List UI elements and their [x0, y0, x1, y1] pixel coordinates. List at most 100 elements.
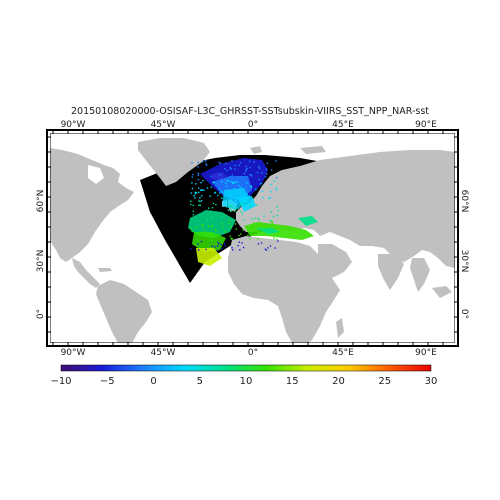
sst-speckle: [244, 194, 247, 196]
sst-speckle: [229, 167, 232, 170]
sst-speckle: [226, 205, 228, 208]
sst-speckle: [205, 163, 207, 165]
sst-speckle: [231, 174, 233, 176]
sst-speckle: [221, 191, 224, 193]
colorbar-tick-label: 30: [425, 376, 438, 387]
sst-speckle: [216, 245, 219, 247]
sst-speckle: [271, 221, 273, 223]
sst-speckle: [195, 192, 198, 194]
sst-speckle: [214, 191, 217, 194]
sst-speckle: [269, 245, 272, 247]
sst-speckle: [199, 197, 201, 199]
sst-speckle: [262, 197, 264, 199]
sst-speckle: [275, 160, 277, 162]
sst-speckle: [193, 195, 195, 197]
lon-label-top-5: 90°E: [415, 120, 437, 130]
sst-speckle: [190, 200, 192, 202]
lon-label-bottom-2: 45°W: [151, 348, 176, 358]
sst-speckle: [197, 187, 200, 189]
sst-speckle: [200, 182, 202, 184]
sst-speckle: [231, 182, 234, 184]
india: [378, 254, 404, 290]
sst-speckle: [249, 166, 251, 169]
lat-label-left-2: 30°N: [36, 250, 46, 273]
sst-speckle: [270, 211, 272, 213]
sst-speckle: [228, 223, 230, 225]
sst-speckle: [261, 223, 263, 226]
sst-speckle: [250, 185, 252, 187]
sst-speckle: [250, 175, 253, 177]
sst-speckle: [220, 190, 222, 192]
sst-speckle: [230, 180, 232, 183]
sst-speckle: [200, 189, 202, 191]
sst-speckle: [190, 248, 192, 250]
sst-speckle: [218, 188, 220, 190]
sst-speckle: [206, 219, 208, 221]
sst-speckle: [202, 161, 204, 163]
sst-speckle: [264, 226, 266, 229]
sst-speckle: [271, 169, 273, 171]
sst-speckle: [234, 223, 237, 225]
sst-speckle: [231, 209, 233, 212]
sst-speckle: [276, 231, 279, 234]
sst-speckle: [190, 192, 192, 194]
sst-speckle: [201, 189, 204, 191]
sst-speckle: [233, 182, 235, 184]
sst-speckle: [221, 248, 223, 250]
sst-speckle: [230, 226, 232, 228]
sst-speckle: [237, 197, 239, 200]
sst-speckle: [250, 186, 253, 188]
sst-speckle: [218, 174, 221, 176]
sst-speckle: [246, 167, 248, 170]
sst-speckle: [240, 233, 242, 235]
lon-label-top-1: 90°W: [61, 120, 86, 130]
lon-label-top-3: 0°: [248, 120, 258, 130]
sst-speckle: [271, 222, 273, 224]
sst-speckle: [210, 210, 212, 213]
colorbar-tick-label: 25: [378, 376, 391, 387]
sst-speckle: [200, 200, 203, 202]
sst-speckle: [275, 187, 277, 189]
sst-speckle: [276, 189, 278, 191]
sst-speckle: [245, 168, 248, 171]
sst-speckle: [198, 204, 200, 206]
sst-speckle: [253, 161, 255, 163]
sst-speckle: [230, 199, 232, 201]
sst-speckle: [239, 189, 241, 192]
sst-speckle: [198, 191, 200, 194]
sst-speckle: [234, 210, 236, 212]
sst-speckle: [276, 214, 278, 217]
sst-speckle: [216, 249, 218, 252]
sst-speckle: [234, 207, 237, 210]
sst-speckle: [272, 215, 275, 218]
sst-speckle: [214, 212, 217, 215]
sst-speckle: [241, 213, 243, 215]
sst-speckle: [236, 181, 239, 183]
sst-speckle: [228, 220, 231, 222]
sst-speckle: [241, 179, 243, 181]
sst-speckle: [227, 180, 230, 182]
sst-speckle: [245, 170, 247, 173]
sst-speckle: [205, 160, 207, 162]
sst-speckle: [242, 229, 244, 231]
sst-speckle: [211, 239, 213, 241]
sst-speckle: [219, 162, 222, 164]
sst-speckle: [201, 195, 203, 197]
sst-speckle: [225, 185, 228, 187]
sst-speckle: [217, 241, 219, 244]
sst-speckle: [219, 192, 221, 194]
sst-speckle: [229, 235, 231, 237]
sst-speckle: [237, 244, 239, 247]
sst-speckle: [229, 205, 232, 207]
sst-speckle: [247, 234, 249, 237]
sst-speckle: [201, 231, 203, 233]
sst-speckle: [273, 180, 276, 182]
sst-speckle: [215, 230, 217, 232]
map-title: 20150108020000-OSISAF-L3C_GHRSST-SSTsubs…: [70, 106, 430, 117]
map-frame: [46, 129, 459, 347]
lon-label-bottom-3: 0°: [248, 348, 258, 358]
sst-speckle: [208, 225, 210, 227]
sst-speckle: [220, 243, 222, 246]
sst-speckle: [209, 195, 211, 197]
sst-speckle: [194, 193, 197, 195]
